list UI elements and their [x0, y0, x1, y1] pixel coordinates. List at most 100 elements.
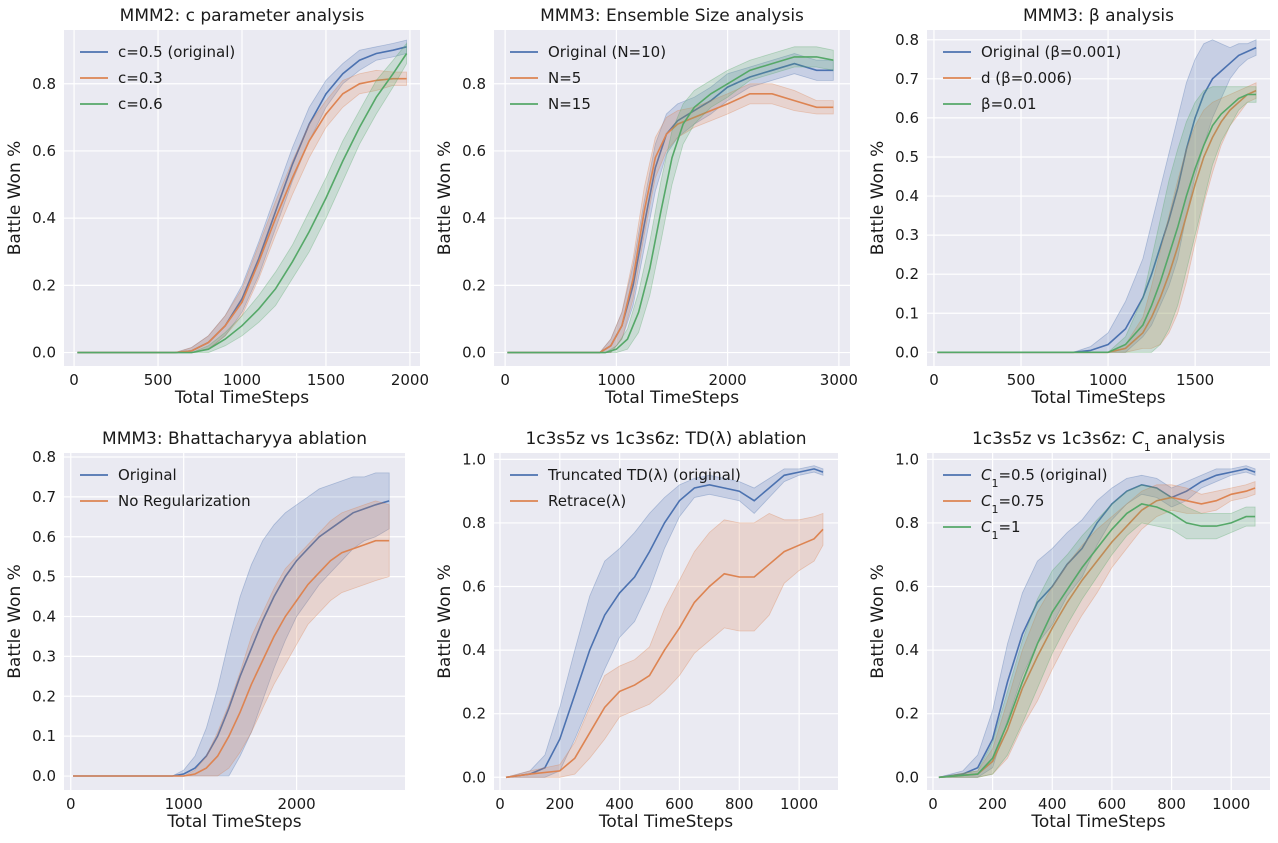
series-line-1 [938, 468, 1256, 779]
chart-title: MMM3: Bhattacharyya ablation [102, 429, 367, 449]
series-band-1 [73, 472, 390, 777]
x-tick-label: 1000 [165, 795, 203, 813]
x-tick-label: 600 [1098, 795, 1127, 813]
y-tick-label: 0.2 [895, 265, 919, 283]
y-tick-label: 0.4 [895, 641, 919, 659]
y-tick-label: 0.3 [895, 226, 919, 244]
chart-title: 1c3s5z vs 1c3s6z: TD(λ) ablation [525, 429, 806, 449]
y-tick-label: 0.0 [462, 344, 486, 362]
y-tick-label: 0.6 [32, 528, 56, 546]
y-tick-label: 0.8 [32, 448, 56, 466]
legend-label: C1=0.75 [981, 492, 1044, 516]
x-tick-label: 0 [69, 371, 79, 389]
y-tick-label: 0.1 [32, 727, 56, 745]
y-axis-label: Battle Won % [435, 564, 455, 679]
series-line-2 [505, 528, 824, 779]
plot-area [494, 30, 850, 366]
x-tick-label: 200 [545, 795, 574, 813]
x-tick-label: 0 [66, 795, 76, 813]
y-tick-label: 0.5 [32, 568, 56, 586]
chart-title: 1c3s5z vs 1c3s6z: C1 analysis [972, 429, 1225, 454]
legend: Original (N=10) N=5 N=15 [510, 43, 666, 113]
subplot-4: 0.0 0.1 0.2 0.3 0.4 0.5 0.6 0.7 0.8 0 1000 2000 MMM3… [5, 429, 405, 832]
y-tick-label: 0.0 [895, 768, 919, 786]
x-axis-label: Total TimeSteps [166, 812, 301, 832]
plot-area [494, 453, 838, 790]
series-line-2 [937, 89, 1257, 354]
series-line-1 [937, 46, 1257, 354]
y-axis-label: Battle Won % [435, 141, 455, 256]
chart-title: MMM3: Ensemble Size analysis [540, 6, 804, 26]
y-tick-label: 0.8 [462, 514, 486, 532]
plot-area [64, 453, 405, 790]
y-tick-label: 0.6 [462, 578, 486, 596]
x-tick-label: 2000 [709, 371, 747, 389]
legend-label: N=15 [548, 95, 591, 113]
y-tick-label: 0.0 [32, 344, 56, 362]
legend-label: c=0.6 [118, 95, 163, 113]
legend-label: C1=0.5 (original) [981, 466, 1107, 490]
y-tick-label: 0.4 [462, 209, 486, 227]
legend-label: Original (N=10) [548, 43, 666, 61]
legend: Original No Regularization [80, 466, 251, 510]
series-band-2 [937, 82, 1257, 353]
legend-label: N=5 [548, 69, 581, 87]
y-tick-label: 0.2 [462, 276, 486, 294]
x-tick-label: 0 [929, 371, 939, 389]
y-tick-label: 0.6 [895, 578, 919, 596]
series-layer [937, 39, 1257, 354]
x-tick-label: 400 [605, 795, 634, 813]
y-axis-label: Battle Won % [868, 141, 888, 256]
y-axis-label: Battle Won % [868, 564, 888, 679]
x-tick-label: 400 [1038, 795, 1067, 813]
x-tick-label: 1000 [223, 371, 261, 389]
series-layer [505, 465, 824, 779]
y-tick-label: 0.5 [895, 148, 919, 166]
series-line-2 [938, 487, 1256, 779]
series-band-3 [507, 46, 834, 354]
x-tick-label: 200 [978, 795, 1007, 813]
y-axis-label: Battle Won % [5, 564, 25, 679]
legend-label: c=0.3 [118, 69, 163, 87]
x-tick-label: 600 [665, 795, 694, 813]
y-tick-label: 0.0 [462, 768, 486, 786]
x-axis-label: Total TimeSteps [1030, 812, 1165, 832]
x-axis-label: Total TimeSteps [1030, 388, 1165, 408]
x-tick-label: 1000 [1212, 795, 1250, 813]
series-line-2 [507, 93, 834, 354]
y-tick-label: 0.4 [895, 187, 919, 205]
legend: Original (β=0.001) d (β=0.006) β=0.01 [943, 43, 1121, 113]
y-tick-label: 0.6 [895, 109, 919, 127]
x-tick-label: 1500 [1176, 371, 1214, 389]
y-tick-label: 0.8 [462, 75, 486, 93]
y-axis-label: Battle Won % [5, 141, 25, 256]
x-axis-label: Total TimeSteps [174, 388, 309, 408]
legend-label: β=0.01 [981, 95, 1037, 113]
x-axis-label: Total TimeSteps [598, 812, 733, 832]
x-tick-label: 800 [725, 795, 754, 813]
series-band-2 [938, 481, 1256, 778]
series-line-2 [73, 539, 390, 777]
y-tick-label: 0.2 [462, 705, 486, 723]
x-tick-label: 1000 [597, 371, 635, 389]
legend: c=0.5 (original) c=0.3 c=0.6 [80, 43, 235, 113]
legend: Truncated TD(λ) (original) Retrace(λ) [510, 466, 741, 510]
x-axis-label: Total TimeSteps [604, 388, 739, 408]
series-line-3 [507, 56, 834, 354]
x-tick-label: 1000 [1089, 371, 1127, 389]
subplot-2: 0.0 0.2 0.4 0.6 0.8 0 1000 2000 3000 MMM3: Ensemb… [435, 6, 858, 408]
series-line-2 [77, 77, 407, 354]
y-tick-label: 0.6 [462, 142, 486, 160]
x-tick-label: 2000 [391, 371, 429, 389]
subplot-5: 0.0 0.2 0.4 0.6 0.8 1.0 0 200 400 600 800 1000 1c3s5… [435, 429, 838, 832]
series-layer [77, 39, 408, 354]
y-tick-label: 0.7 [895, 70, 919, 88]
y-tick-label: 0.2 [895, 705, 919, 723]
series-line-3 [937, 93, 1257, 354]
series-layer [507, 46, 834, 354]
legend-label: No Regularization [118, 492, 251, 510]
x-tick-label: 0 [500, 371, 510, 389]
y-tick-label: 0.4 [32, 209, 56, 227]
series-layer [938, 465, 1256, 779]
